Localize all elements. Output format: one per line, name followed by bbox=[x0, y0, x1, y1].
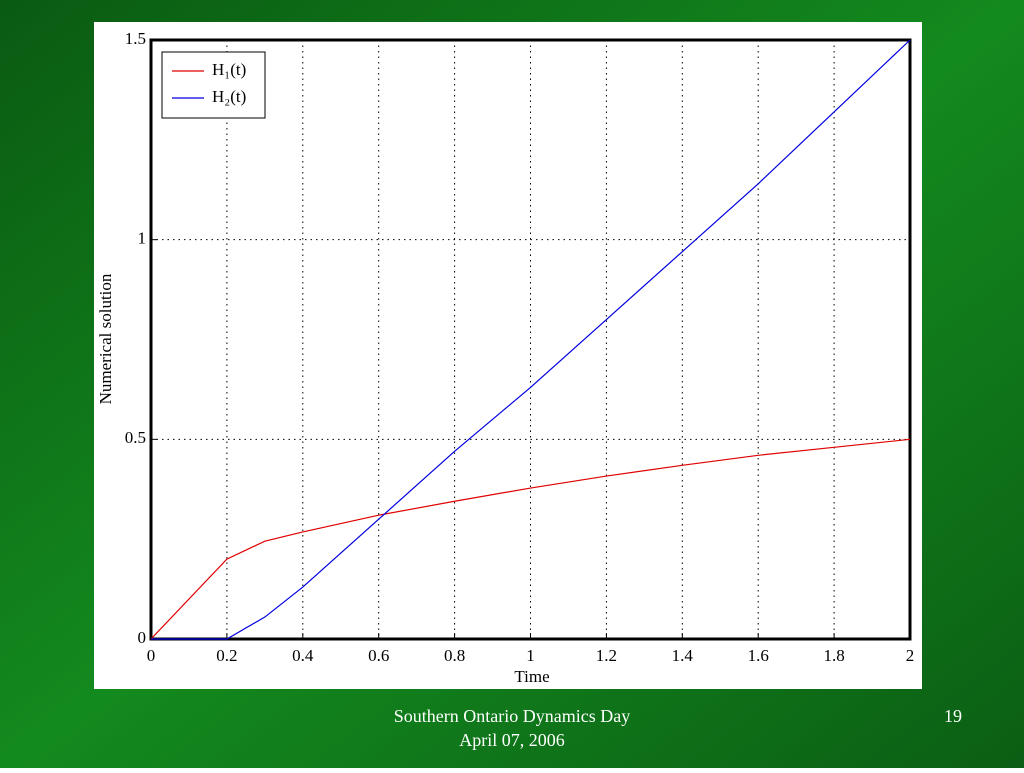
legend-box bbox=[161, 51, 266, 119]
x-tick-label: 1 bbox=[526, 646, 535, 665]
x-tick-label: 1.2 bbox=[596, 646, 617, 665]
line-series bbox=[150, 438, 911, 640]
legend-label: H₁(t) bbox=[212, 60, 246, 79]
legend-label: H₂(t) bbox=[212, 87, 246, 106]
y-tick-label: 1 bbox=[138, 229, 147, 248]
x-tick-label: 0.6 bbox=[368, 646, 389, 665]
x-tick-label: 1.6 bbox=[748, 646, 769, 665]
chart-panel bbox=[94, 22, 922, 689]
x-tick-label: 0 bbox=[147, 646, 156, 665]
y-tick-label: 0.5 bbox=[125, 428, 146, 447]
y-tick-label: 1.5 bbox=[125, 29, 146, 48]
page-number: 19 bbox=[944, 706, 962, 726]
x-tick-label: 0.4 bbox=[292, 646, 314, 665]
footer-line: Southern Ontario Dynamics Day bbox=[394, 706, 630, 726]
x-tick-label: 2 bbox=[906, 646, 915, 665]
y-tick-label: 0 bbox=[138, 628, 147, 647]
y-axis-label: Numerical solution bbox=[96, 273, 115, 404]
line-series bbox=[151, 39, 911, 640]
footer-line: April 07, 2006 bbox=[459, 730, 565, 750]
x-tick-label: 0.8 bbox=[444, 646, 465, 665]
x-tick-label: 1.8 bbox=[823, 646, 844, 665]
x-tick-label: 1.4 bbox=[672, 646, 694, 665]
x-tick-label: 0.2 bbox=[216, 646, 237, 665]
axes-box bbox=[149, 38, 912, 641]
x-axis-label: Time bbox=[514, 667, 549, 686]
